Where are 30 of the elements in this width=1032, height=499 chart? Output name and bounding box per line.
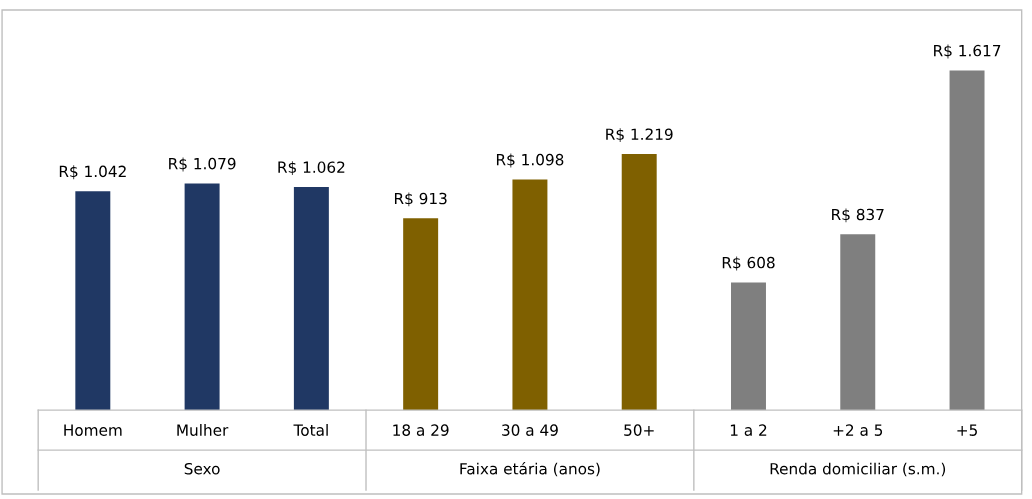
text: Faixa etária (anos) — [460, 462, 600, 477]
data-label: R$ 913 — [394, 192, 447, 207]
bar — [75, 191, 111, 411]
x-tick-label: 50+ — [624, 424, 654, 436]
data-label: R$ 837 — [832, 208, 884, 223]
bar — [184, 183, 220, 411]
data-label: R$ 1.219 — [606, 128, 673, 143]
bar — [949, 70, 985, 411]
text: Sexo — [184, 462, 220, 475]
bar — [621, 154, 657, 411]
data-label: R$ 1.042 — [59, 165, 126, 180]
x-tick-label: 1 a 2 — [730, 424, 767, 436]
x-tick-label: Total — [293, 424, 328, 436]
bar — [840, 234, 876, 411]
x-tick-label: 30 a 49 — [502, 424, 558, 436]
bar — [293, 187, 329, 411]
data-label: R$ 608 — [722, 256, 775, 271]
data-label: R$ 1.617 — [934, 44, 1001, 59]
x-tick-label: Homem — [64, 424, 122, 436]
x-tick-label: +5 — [957, 424, 977, 436]
x-tick-label: Mulher — [177, 424, 229, 436]
data-label: R$ 1.098 — [496, 153, 564, 168]
text: Renda domiciliar (s.m.) — [770, 462, 946, 477]
bar — [512, 179, 548, 411]
data-label: R$ 1.062 — [278, 161, 345, 175]
data-label: R$ 1.079 — [169, 157, 236, 172]
bar — [403, 218, 439, 411]
x-tick-label: 18 a 29 — [393, 424, 449, 436]
bar — [731, 282, 766, 411]
x-tick-label: +2 a 5 — [833, 424, 883, 436]
